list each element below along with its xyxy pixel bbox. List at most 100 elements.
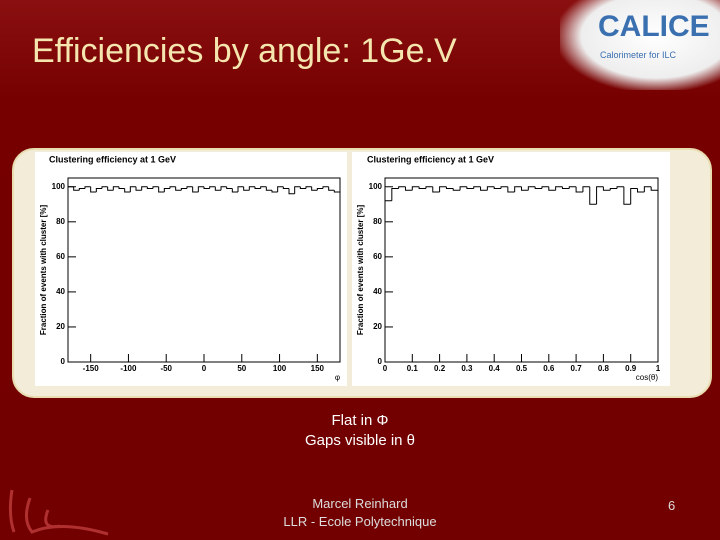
chart-title: Clustering efficiency at 1 GeV xyxy=(49,154,176,164)
author: Marcel Reinhard xyxy=(312,496,408,511)
histogram-bin xyxy=(322,186,329,189)
histogram-bin xyxy=(243,186,250,191)
histogram-bin xyxy=(480,186,488,191)
histogram-bin xyxy=(328,186,335,191)
llr-logo xyxy=(8,489,109,536)
x-axis-label: cos(θ) xyxy=(636,373,659,382)
histogram-bin xyxy=(514,186,522,193)
histogram-bin xyxy=(163,188,170,193)
x-tick-label: 0.9 xyxy=(625,364,637,373)
histogram-bin xyxy=(186,186,193,189)
histogram-bin xyxy=(158,186,165,193)
x-tick-label: -100 xyxy=(120,364,137,373)
y-tick-label: 60 xyxy=(373,252,382,261)
x-tick-label: 0.1 xyxy=(407,364,419,373)
histogram-bin xyxy=(141,186,148,191)
histogram-bin xyxy=(214,186,221,191)
x-tick-label: 0 xyxy=(383,364,388,373)
histogram-bin xyxy=(67,186,74,362)
histogram-bin xyxy=(623,186,631,205)
histogram-bin xyxy=(260,186,267,189)
histogram-bin xyxy=(101,186,108,189)
histogram-bin xyxy=(316,188,323,191)
x-tick-label: 1 xyxy=(656,364,661,373)
note: Gaps visible in θ xyxy=(304,432,416,449)
y-tick-label: 60 xyxy=(56,252,65,261)
histogram-bin xyxy=(493,186,502,190)
x-tick-label: 0.4 xyxy=(489,364,501,373)
histogram-bin xyxy=(282,186,289,190)
x-axis-label: φ xyxy=(335,373,340,382)
histogram-bin xyxy=(548,186,556,191)
histogram-bin xyxy=(630,188,638,205)
y-axis-label: Fraction of events with cluster [%] xyxy=(39,205,48,336)
y-tick-label: 80 xyxy=(56,217,65,226)
y-tick-label: 20 xyxy=(56,322,65,331)
y-tick-label: 40 xyxy=(56,287,65,296)
histogram-bin xyxy=(602,186,611,191)
histogram-bin xyxy=(555,186,563,191)
histogram-bin xyxy=(616,186,624,189)
chart-title: Clustering efficiency at 1 GeV xyxy=(367,154,494,164)
histogram-bin xyxy=(452,188,461,191)
histogram-bin xyxy=(391,188,399,201)
histogram-bin xyxy=(84,186,91,189)
histogram-bin xyxy=(95,188,102,193)
histogram-bin xyxy=(78,188,85,191)
histogram-bin xyxy=(398,186,406,189)
x-tick-label: -50 xyxy=(160,364,172,373)
histogram-bin xyxy=(561,186,570,190)
x-tick-label: 0.7 xyxy=(571,364,583,373)
histogram-bin xyxy=(124,188,131,193)
histogram-bin xyxy=(209,186,216,189)
histogram-bin xyxy=(73,186,80,191)
histogram-bin xyxy=(425,186,433,189)
histogram-bin xyxy=(333,190,340,193)
histogram-bin xyxy=(473,186,481,189)
histogram-bin xyxy=(384,200,392,362)
affiliation: LLR - Ecole Polytechnique xyxy=(283,514,437,529)
histogram-bin xyxy=(500,186,508,189)
y-tick-label: 100 xyxy=(52,182,66,191)
histogram-bin xyxy=(192,186,199,193)
histogram-bin xyxy=(596,186,604,205)
histogram-bin xyxy=(152,186,159,189)
histogram-bin xyxy=(521,186,529,191)
histogram-bin xyxy=(231,188,238,193)
histogram-bin xyxy=(248,186,255,191)
y-axis-label: Fraction of events with cluster [%] xyxy=(356,205,365,336)
histogram-bin xyxy=(404,186,413,191)
histogram-bin xyxy=(220,186,227,191)
histogram-bin xyxy=(568,186,577,189)
histogram-bin xyxy=(265,186,272,191)
histogram-bin xyxy=(582,186,590,193)
histogram-bin xyxy=(112,186,119,191)
histogram-bin xyxy=(439,186,447,193)
histogram-bin xyxy=(311,186,318,191)
histogram-bin xyxy=(643,186,652,193)
histogram-bin xyxy=(432,186,440,193)
histogram-bin xyxy=(169,186,176,189)
logo-sub: Calorimeter for ILC xyxy=(600,50,677,60)
histogram-bin xyxy=(466,186,474,190)
histogram-bin xyxy=(118,186,125,190)
histogram-bin xyxy=(90,186,97,193)
y-tick-label: 40 xyxy=(373,287,382,296)
histogram-bin xyxy=(254,186,261,190)
x-tick-label: 0.5 xyxy=(516,364,528,373)
y-tick-label: 0 xyxy=(378,357,383,366)
x-tick-label: 0 xyxy=(202,364,207,373)
y-tick-label: 20 xyxy=(373,322,382,331)
histogram-bin xyxy=(445,186,454,190)
histogram-bin xyxy=(527,186,536,191)
histogram-bin xyxy=(175,186,182,191)
histogram-bin xyxy=(277,186,284,193)
histogram-bin xyxy=(203,186,210,190)
plot-frame xyxy=(384,177,659,363)
histogram-bin xyxy=(411,186,420,191)
histogram-bin xyxy=(129,186,136,193)
y-tick-label: 0 xyxy=(61,357,66,366)
x-tick-label: 50 xyxy=(237,364,246,373)
